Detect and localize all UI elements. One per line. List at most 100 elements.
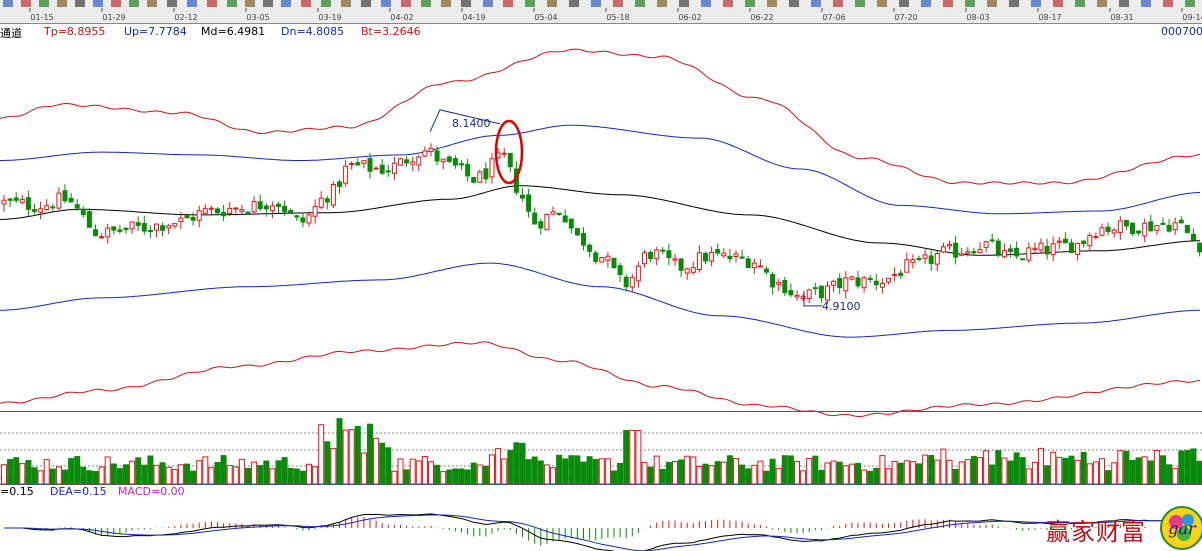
candle-body bbox=[666, 250, 672, 259]
candle-body bbox=[172, 223, 178, 227]
candle-body bbox=[581, 233, 586, 246]
candle-body bbox=[843, 277, 849, 292]
candle-body bbox=[904, 259, 910, 273]
indicator-name: 通道 bbox=[0, 27, 22, 40]
candle-body bbox=[428, 147, 434, 152]
candle-body bbox=[337, 181, 342, 187]
toolbar-icon bbox=[525, 0, 535, 7]
toolbar-icon bbox=[503, 0, 513, 7]
toolbar-icon bbox=[1119, 0, 1129, 7]
volume-bar bbox=[165, 466, 172, 485]
high-annotation-label: 8.1400 bbox=[452, 117, 491, 130]
candle-body bbox=[794, 294, 800, 298]
volume-bar bbox=[367, 423, 373, 485]
candle-body bbox=[1044, 245, 1050, 255]
volume-bar bbox=[1062, 457, 1069, 485]
volume-bar bbox=[1196, 460, 1202, 485]
volume-bar bbox=[916, 463, 922, 485]
toolbar-icon bbox=[679, 0, 689, 7]
candle-body bbox=[68, 197, 74, 203]
candle-body bbox=[440, 158, 446, 163]
toolbar-icon bbox=[147, 0, 157, 7]
volume-bar bbox=[409, 458, 416, 485]
candle-body bbox=[257, 201, 263, 210]
volume-bar bbox=[812, 455, 819, 485]
candle-body bbox=[1008, 248, 1013, 252]
candle-body bbox=[989, 239, 995, 242]
volume-bar bbox=[1001, 457, 1008, 485]
volume-bar bbox=[556, 454, 563, 485]
volume-bar bbox=[989, 464, 996, 485]
candle-body bbox=[825, 285, 830, 301]
candle-body bbox=[19, 199, 25, 203]
candle-body bbox=[1148, 221, 1154, 232]
volume-bar bbox=[745, 468, 752, 485]
date-tick-label: 08-31 bbox=[1110, 13, 1133, 22]
candle-body bbox=[782, 280, 788, 294]
dif-value: =0.15 bbox=[0, 485, 34, 498]
volume-bar bbox=[342, 429, 349, 485]
candle-body bbox=[879, 283, 885, 288]
volume-bar bbox=[1056, 456, 1063, 485]
candle-body bbox=[745, 258, 751, 268]
volume-bar bbox=[623, 429, 630, 485]
toolbar-icon bbox=[129, 0, 139, 7]
volume-bar bbox=[318, 424, 325, 485]
up-value: Up=7.7784 bbox=[124, 25, 187, 38]
candle-body bbox=[849, 276, 855, 280]
candle-body bbox=[263, 205, 269, 210]
volume-bar bbox=[507, 449, 514, 485]
candle-body bbox=[147, 230, 153, 232]
candle-body bbox=[105, 227, 111, 238]
md-value: Md=6.4981 bbox=[201, 25, 266, 38]
candle-body bbox=[507, 152, 513, 168]
candle-body bbox=[1117, 220, 1123, 233]
volume-bar bbox=[415, 460, 422, 485]
band-line-dn bbox=[0, 262, 1201, 338]
toolbar-icon bbox=[613, 0, 623, 7]
candle-body bbox=[1184, 224, 1190, 233]
candle-body bbox=[886, 277, 891, 283]
candle-body bbox=[38, 208, 44, 213]
volume-bar bbox=[98, 466, 105, 485]
volume-bar bbox=[684, 455, 691, 485]
candle-body bbox=[99, 236, 105, 239]
volume-bar bbox=[1178, 450, 1185, 485]
volume-bar bbox=[476, 464, 483, 485]
candle-body bbox=[239, 209, 245, 212]
toolbar-icon bbox=[965, 0, 975, 7]
volume-bar bbox=[934, 459, 941, 485]
toolbar-icon bbox=[745, 0, 755, 7]
candle-body bbox=[465, 163, 471, 177]
candle-body bbox=[141, 223, 147, 232]
volume-bar bbox=[794, 460, 800, 485]
candle-body bbox=[568, 218, 574, 229]
dea-line bbox=[4, 514, 1200, 551]
candle-body bbox=[928, 255, 934, 264]
volume-bar bbox=[903, 460, 910, 485]
toolbar-icon bbox=[1031, 0, 1041, 7]
date-tick-label: 08-03 bbox=[966, 13, 989, 22]
volume-bar bbox=[354, 425, 361, 485]
candle-body bbox=[318, 197, 324, 208]
candle-body bbox=[623, 276, 629, 288]
volume-bar bbox=[891, 460, 898, 485]
volume-bar bbox=[104, 456, 111, 485]
volume-bar bbox=[678, 459, 685, 485]
candle-body bbox=[62, 190, 68, 202]
volume-bar bbox=[818, 469, 825, 485]
volume-bar bbox=[970, 455, 977, 485]
volume-bar bbox=[251, 461, 258, 485]
volume-bar bbox=[1190, 448, 1197, 485]
candle-body bbox=[965, 251, 971, 254]
volume-bar bbox=[25, 460, 32, 485]
date-tick-label: 06-22 bbox=[750, 13, 773, 22]
volume-bar bbox=[574, 455, 581, 485]
candle-body bbox=[471, 177, 477, 183]
candle-body bbox=[410, 161, 416, 165]
volume-bar bbox=[330, 447, 337, 485]
toolbar-icon bbox=[921, 0, 931, 7]
volume-bar bbox=[830, 460, 837, 485]
volume-bar bbox=[1080, 451, 1087, 485]
toolbar-icon bbox=[547, 0, 557, 7]
